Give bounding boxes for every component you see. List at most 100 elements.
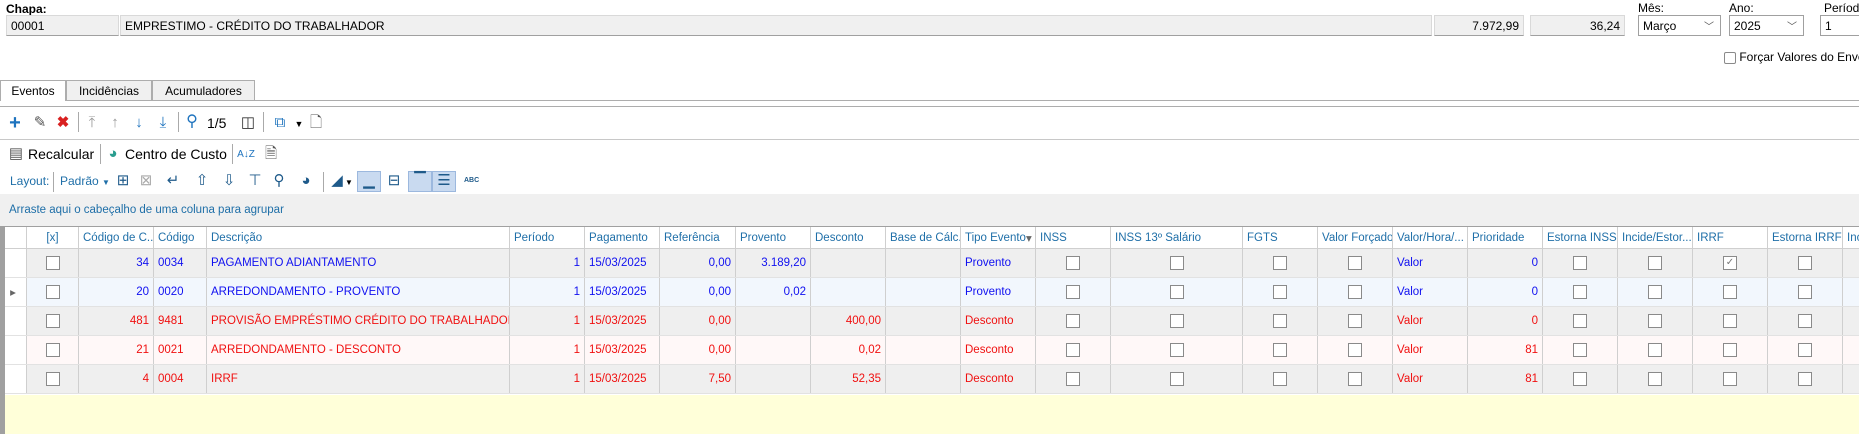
column-header[interactable]: Prioridade bbox=[1468, 227, 1543, 248]
move-up-icon[interactable]: ↑ bbox=[111, 114, 119, 131]
move-top-icon[interactable]: ⤒ bbox=[88, 114, 96, 131]
move-bottom-icon[interactable]: ⤓ bbox=[159, 114, 167, 131]
column-header[interactable]: Inc bbox=[1843, 227, 1859, 248]
add-icon[interactable]: + bbox=[9, 112, 21, 134]
layout-select[interactable]: Padrão ▼ bbox=[60, 174, 110, 188]
chapa-code-field[interactable]: 00001 bbox=[6, 15, 119, 36]
checkbox[interactable] bbox=[1723, 285, 1737, 299]
dropdown-arrow-icon[interactable]: ▼ bbox=[294, 119, 304, 129]
paint-roller-icon[interactable]: ⊤ bbox=[248, 172, 262, 189]
checkbox[interactable] bbox=[1648, 285, 1662, 299]
column-header[interactable]: Referência bbox=[660, 227, 736, 248]
checkbox[interactable] bbox=[1573, 256, 1587, 270]
checkbox[interactable] bbox=[45, 314, 60, 328]
checkbox[interactable] bbox=[1648, 343, 1662, 357]
column-header[interactable]: Valor Forçado bbox=[1318, 227, 1393, 248]
checkbox[interactable] bbox=[1348, 285, 1362, 299]
periodo-input[interactable]: 1 bbox=[1820, 15, 1859, 36]
table-row[interactable]: 481 9481 PROVISÃO EMPRÉSTIMO CRÉDITO DO TR… bbox=[0, 307, 1859, 336]
group-by-panel[interactable]: Arraste aqui o cabeçalho de uma coluna p… bbox=[0, 194, 1859, 226]
shapes-icon[interactable]: ◕ bbox=[301, 172, 311, 189]
sort-arrow-icon[interactable]: ▾ bbox=[1025, 232, 1032, 245]
checkbox[interactable] bbox=[1169, 314, 1184, 328]
columns-icon[interactable]: ◫ bbox=[240, 114, 256, 131]
move-down-icon[interactable]: ↓ bbox=[135, 114, 143, 131]
checkbox[interactable] bbox=[1573, 343, 1587, 357]
checkbox[interactable] bbox=[1169, 372, 1184, 386]
column-header[interactable]: Descrição bbox=[207, 227, 510, 248]
table-row[interactable]: ▸ 20 0020 ARREDONDAMENTO - PROVENTO 1 15/03/2… bbox=[0, 278, 1859, 307]
column-header[interactable]: Base de Cálc... bbox=[886, 227, 961, 248]
mes-select[interactable]: Março ﹀ bbox=[1638, 15, 1721, 36]
checkbox[interactable] bbox=[1066, 314, 1080, 328]
checkbox[interactable] bbox=[1798, 256, 1812, 270]
checkbox[interactable] bbox=[1273, 343, 1287, 357]
checkbox[interactable] bbox=[1573, 372, 1587, 386]
column-header[interactable]: Estorna INSS bbox=[1543, 227, 1618, 248]
checkbox[interactable] bbox=[45, 256, 60, 270]
column-header[interactable]: Código bbox=[154, 227, 207, 248]
checkbox[interactable] bbox=[1348, 314, 1362, 328]
document-icon[interactable]: 🗋 bbox=[309, 114, 323, 131]
checkbox[interactable] bbox=[1798, 285, 1812, 299]
edit-pencil-icon[interactable]: ✎ bbox=[33, 114, 47, 131]
add-row-icon[interactable]: ⊞ bbox=[116, 172, 130, 189]
footer-toggle-button[interactable]: ▁ bbox=[357, 171, 381, 192]
checkbox[interactable] bbox=[1648, 372, 1662, 386]
group-toggle-button[interactable]: ☰ bbox=[432, 171, 456, 192]
checkbox[interactable] bbox=[1169, 285, 1184, 299]
checkbox[interactable] bbox=[1573, 285, 1587, 299]
value2-field[interactable]: 36,24 bbox=[1530, 15, 1625, 36]
checkbox[interactable] bbox=[1648, 256, 1662, 270]
checkbox[interactable] bbox=[1066, 285, 1080, 299]
checkbox[interactable] bbox=[1348, 256, 1362, 270]
checkbox[interactable] bbox=[45, 285, 60, 299]
checkbox[interactable] bbox=[1066, 256, 1080, 270]
chart-icon[interactable]: ◢ bbox=[331, 172, 343, 189]
checkbox[interactable] bbox=[1169, 256, 1184, 270]
delete-icon[interactable]: ✖ bbox=[56, 114, 70, 131]
checkbox[interactable] bbox=[1273, 372, 1287, 386]
column-header[interactable]: INSS 13º Salário bbox=[1111, 227, 1243, 248]
header-toggle-button[interactable]: ▔ bbox=[408, 171, 432, 192]
checkbox[interactable] bbox=[45, 343, 60, 357]
centro-custo-button[interactable]: Centro de Custo bbox=[125, 146, 227, 162]
pin-icon[interactable]: ⚲ bbox=[273, 172, 285, 189]
enter-icon[interactable]: ↵ bbox=[166, 172, 180, 189]
insert-above-icon[interactable]: ⇧ bbox=[195, 172, 209, 189]
table-row[interactable]: 34 0034 PAGAMENTO ADIANTAMENTO 1 15/03/2025 0… bbox=[0, 249, 1859, 278]
checkbox[interactable] bbox=[1066, 343, 1080, 357]
forcar-valores-checkbox[interactable]: Forçar Valores do Envelo bbox=[1724, 50, 1859, 64]
column-header[interactable]: Incide/Estor... bbox=[1618, 227, 1693, 248]
checkbox[interactable] bbox=[1066, 372, 1080, 386]
abc-icon[interactable]: ABC bbox=[464, 177, 480, 184]
checkbox[interactable] bbox=[1723, 372, 1737, 386]
recalcular-button[interactable]: Recalcular bbox=[28, 146, 95, 162]
checkbox[interactable] bbox=[1798, 372, 1812, 386]
checkbox[interactable] bbox=[1348, 372, 1362, 386]
checkbox[interactable] bbox=[1798, 314, 1812, 328]
column-header[interactable]: Estorna IRRF bbox=[1768, 227, 1843, 248]
checkbox[interactable] bbox=[1348, 343, 1362, 357]
column-header[interactable]: Desconto bbox=[811, 227, 886, 248]
table-row[interactable]: 21 0021 ARREDONDAMENTO - DESCONTO 1 15/03/20… bbox=[0, 336, 1859, 365]
checkbox[interactable] bbox=[1723, 343, 1737, 357]
column-header[interactable]: Período bbox=[510, 227, 585, 248]
column-header[interactable]: [x] bbox=[27, 227, 79, 248]
panel-middle-icon[interactable]: ⊟ bbox=[387, 172, 401, 189]
column-header[interactable]: FGTS bbox=[1243, 227, 1318, 248]
dropdown-arrow-icon[interactable]: ▼ bbox=[345, 178, 353, 187]
document-check-icon[interactable]: 🗎 bbox=[264, 145, 278, 162]
ano-select[interactable]: 2025 ﹀ bbox=[1729, 15, 1804, 36]
tab-eventos[interactable]: Eventos bbox=[0, 80, 66, 101]
column-header[interactable]: Provento bbox=[736, 227, 811, 248]
checkbox[interactable] bbox=[1723, 314, 1737, 328]
checkbox[interactable] bbox=[1648, 314, 1662, 328]
column-header[interactable]: Valor/Hora/... bbox=[1393, 227, 1468, 248]
column-header-tipo-evento[interactable]: Tipo Evento ▾ bbox=[961, 227, 1036, 248]
column-header[interactable]: INSS bbox=[1036, 227, 1111, 248]
checkbox[interactable] bbox=[1273, 256, 1287, 270]
sort-az-icon[interactable]: A↓Z bbox=[237, 149, 255, 160]
table-row[interactable]: 4 0004 IRRF 1 15/03/2025 7,50 52,35 Desconto Val… bbox=[0, 365, 1859, 394]
checkbox[interactable] bbox=[1798, 343, 1812, 357]
